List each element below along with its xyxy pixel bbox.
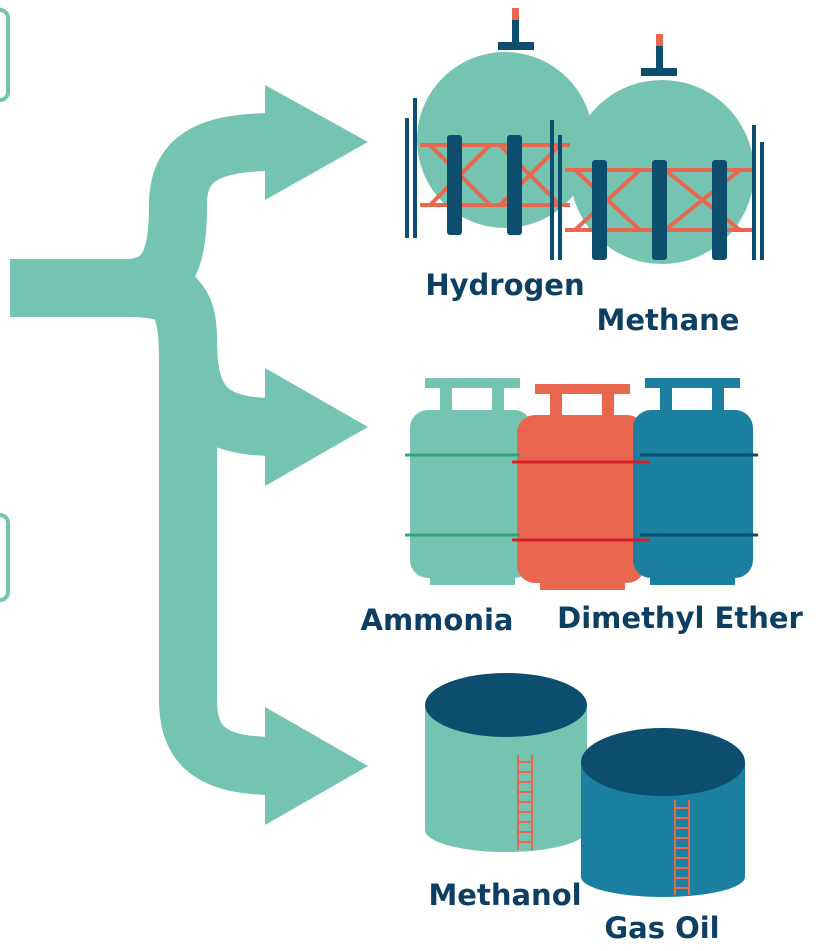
arrow-head <box>265 85 368 200</box>
vent <box>512 20 519 45</box>
vent <box>656 46 663 71</box>
label: Methane <box>597 303 740 337</box>
arrow-head <box>265 707 368 825</box>
vent-tip <box>656 34 663 46</box>
gas-cylinders <box>405 378 758 590</box>
vent-base <box>641 68 677 76</box>
vent-base <box>498 42 534 50</box>
arrow-branch <box>150 288 275 766</box>
arrow-heads <box>265 85 368 825</box>
cylinder <box>410 378 532 585</box>
diagram: Hydrogen Methane Ammonia Dimethyl Ether … <box>0 0 827 951</box>
label: Gas Oil <box>604 911 719 945</box>
label: Methanol <box>428 878 581 912</box>
edge-box <box>0 10 8 100</box>
edge-box <box>0 515 8 600</box>
vent-tip <box>512 8 519 20</box>
cylinder <box>633 378 753 585</box>
label: Dimethyl Ether <box>557 601 803 635</box>
label: Ammonia <box>361 603 514 637</box>
gas-spheres <box>405 8 764 264</box>
branch-arrow <box>10 142 275 766</box>
label: Hydrogen <box>425 268 584 302</box>
arrow-branch <box>10 288 275 427</box>
cylinder <box>517 384 645 590</box>
arrow-head <box>265 368 368 486</box>
storage-tanks <box>425 673 745 897</box>
